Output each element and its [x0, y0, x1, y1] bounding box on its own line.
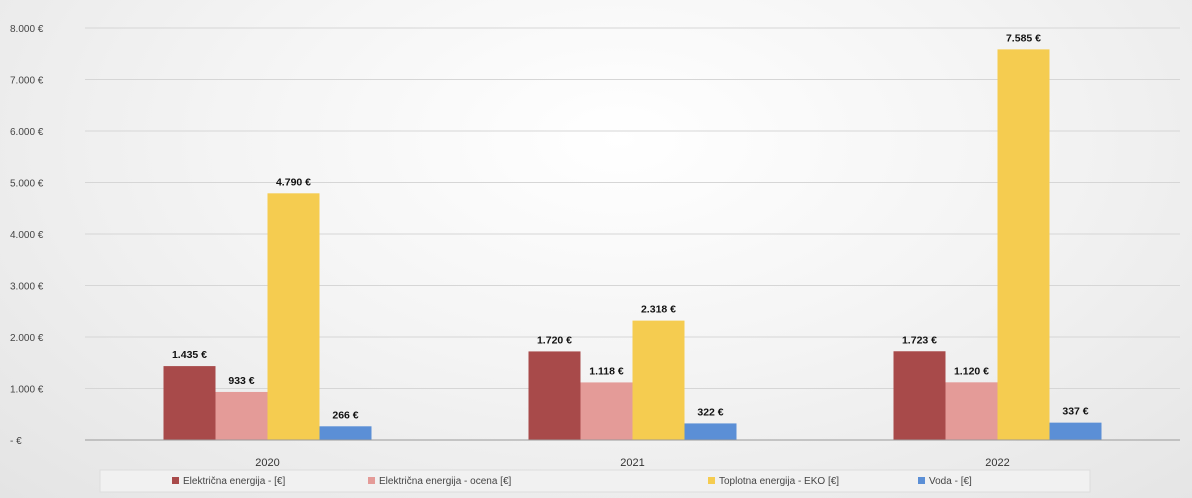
data-label: 337 € [1062, 406, 1088, 418]
bar-2021-series-3 [632, 320, 685, 440]
legend: Električna energija - [€] Električna ener… [99, 469, 1091, 493]
legend-swatch-1 [172, 477, 179, 484]
y-tick-label: 2.000 € [10, 333, 44, 344]
bar-2022-series-2 [945, 382, 998, 440]
legend-swatch-2 [368, 477, 375, 484]
data-label: 1.720 € [537, 334, 572, 346]
bar-2020-series-3 [267, 193, 320, 440]
y-tick-label: 6.000 € [10, 127, 44, 138]
bars [163, 49, 1102, 441]
bar-2022-series-1 [893, 351, 946, 440]
y-tick-label: 8.000 € [10, 24, 44, 35]
bar-2021-series-1 [528, 351, 581, 440]
data-labels: 1.435 € 933 € 4.790 € 266 € 1.720 € 1.118 € 2.… [172, 32, 1089, 421]
data-label: 1.120 € [954, 365, 989, 377]
legend-entry-3: Toplotna energija - EKO [€] [719, 476, 839, 487]
y-axis: - € 1.000 € 2.000 € 3.000 € 4.000 € 5.000 € 6.… [10, 24, 44, 447]
legend-entry-4: Voda - [€] [929, 476, 972, 487]
x-tick-label-2022: 2022 [985, 457, 1009, 469]
data-label: 266 € [332, 409, 358, 421]
y-tick-label: 7.000 € [10, 76, 44, 87]
x-tick-label-2021: 2021 [620, 457, 644, 469]
y-tick-label: 4.000 € [10, 230, 44, 241]
data-label: 1.435 € [172, 349, 207, 361]
bar-2021-series-4 [684, 423, 737, 440]
bar-2021-series-2 [580, 382, 633, 440]
x-tick-label-2020: 2020 [255, 457, 279, 469]
bar-2022-series-3 [997, 49, 1050, 441]
x-axis: 2020 2021 2022 [85, 439, 1180, 469]
y-tick-label: 1.000 € [10, 385, 44, 396]
bar-2020-series-1 [163, 366, 216, 440]
y-tick-label: 5.000 € [10, 179, 44, 190]
data-label: 1.723 € [902, 334, 937, 346]
bar-2022-series-4 [1049, 422, 1102, 440]
data-label: 7.585 € [1006, 32, 1041, 44]
data-label: 4.790 € [276, 176, 311, 188]
legend-entry-2: Električna energija - ocena [€] [379, 476, 512, 487]
data-label: 2.318 € [641, 304, 676, 316]
bar-2020-series-2 [215, 391, 268, 440]
legend-swatch-3 [708, 477, 715, 484]
y-tick-label: - € [10, 436, 22, 447]
legend-box [99, 469, 1091, 493]
legend-entry-1: Električna energija - [€] [183, 476, 285, 487]
data-label: 1.118 € [589, 365, 624, 377]
data-label: 322 € [697, 406, 723, 418]
data-label: 933 € [228, 375, 254, 387]
y-tick-label: 3.000 € [10, 282, 44, 293]
bar-2020-series-4 [319, 426, 372, 440]
legend-swatch-4 [918, 477, 925, 484]
